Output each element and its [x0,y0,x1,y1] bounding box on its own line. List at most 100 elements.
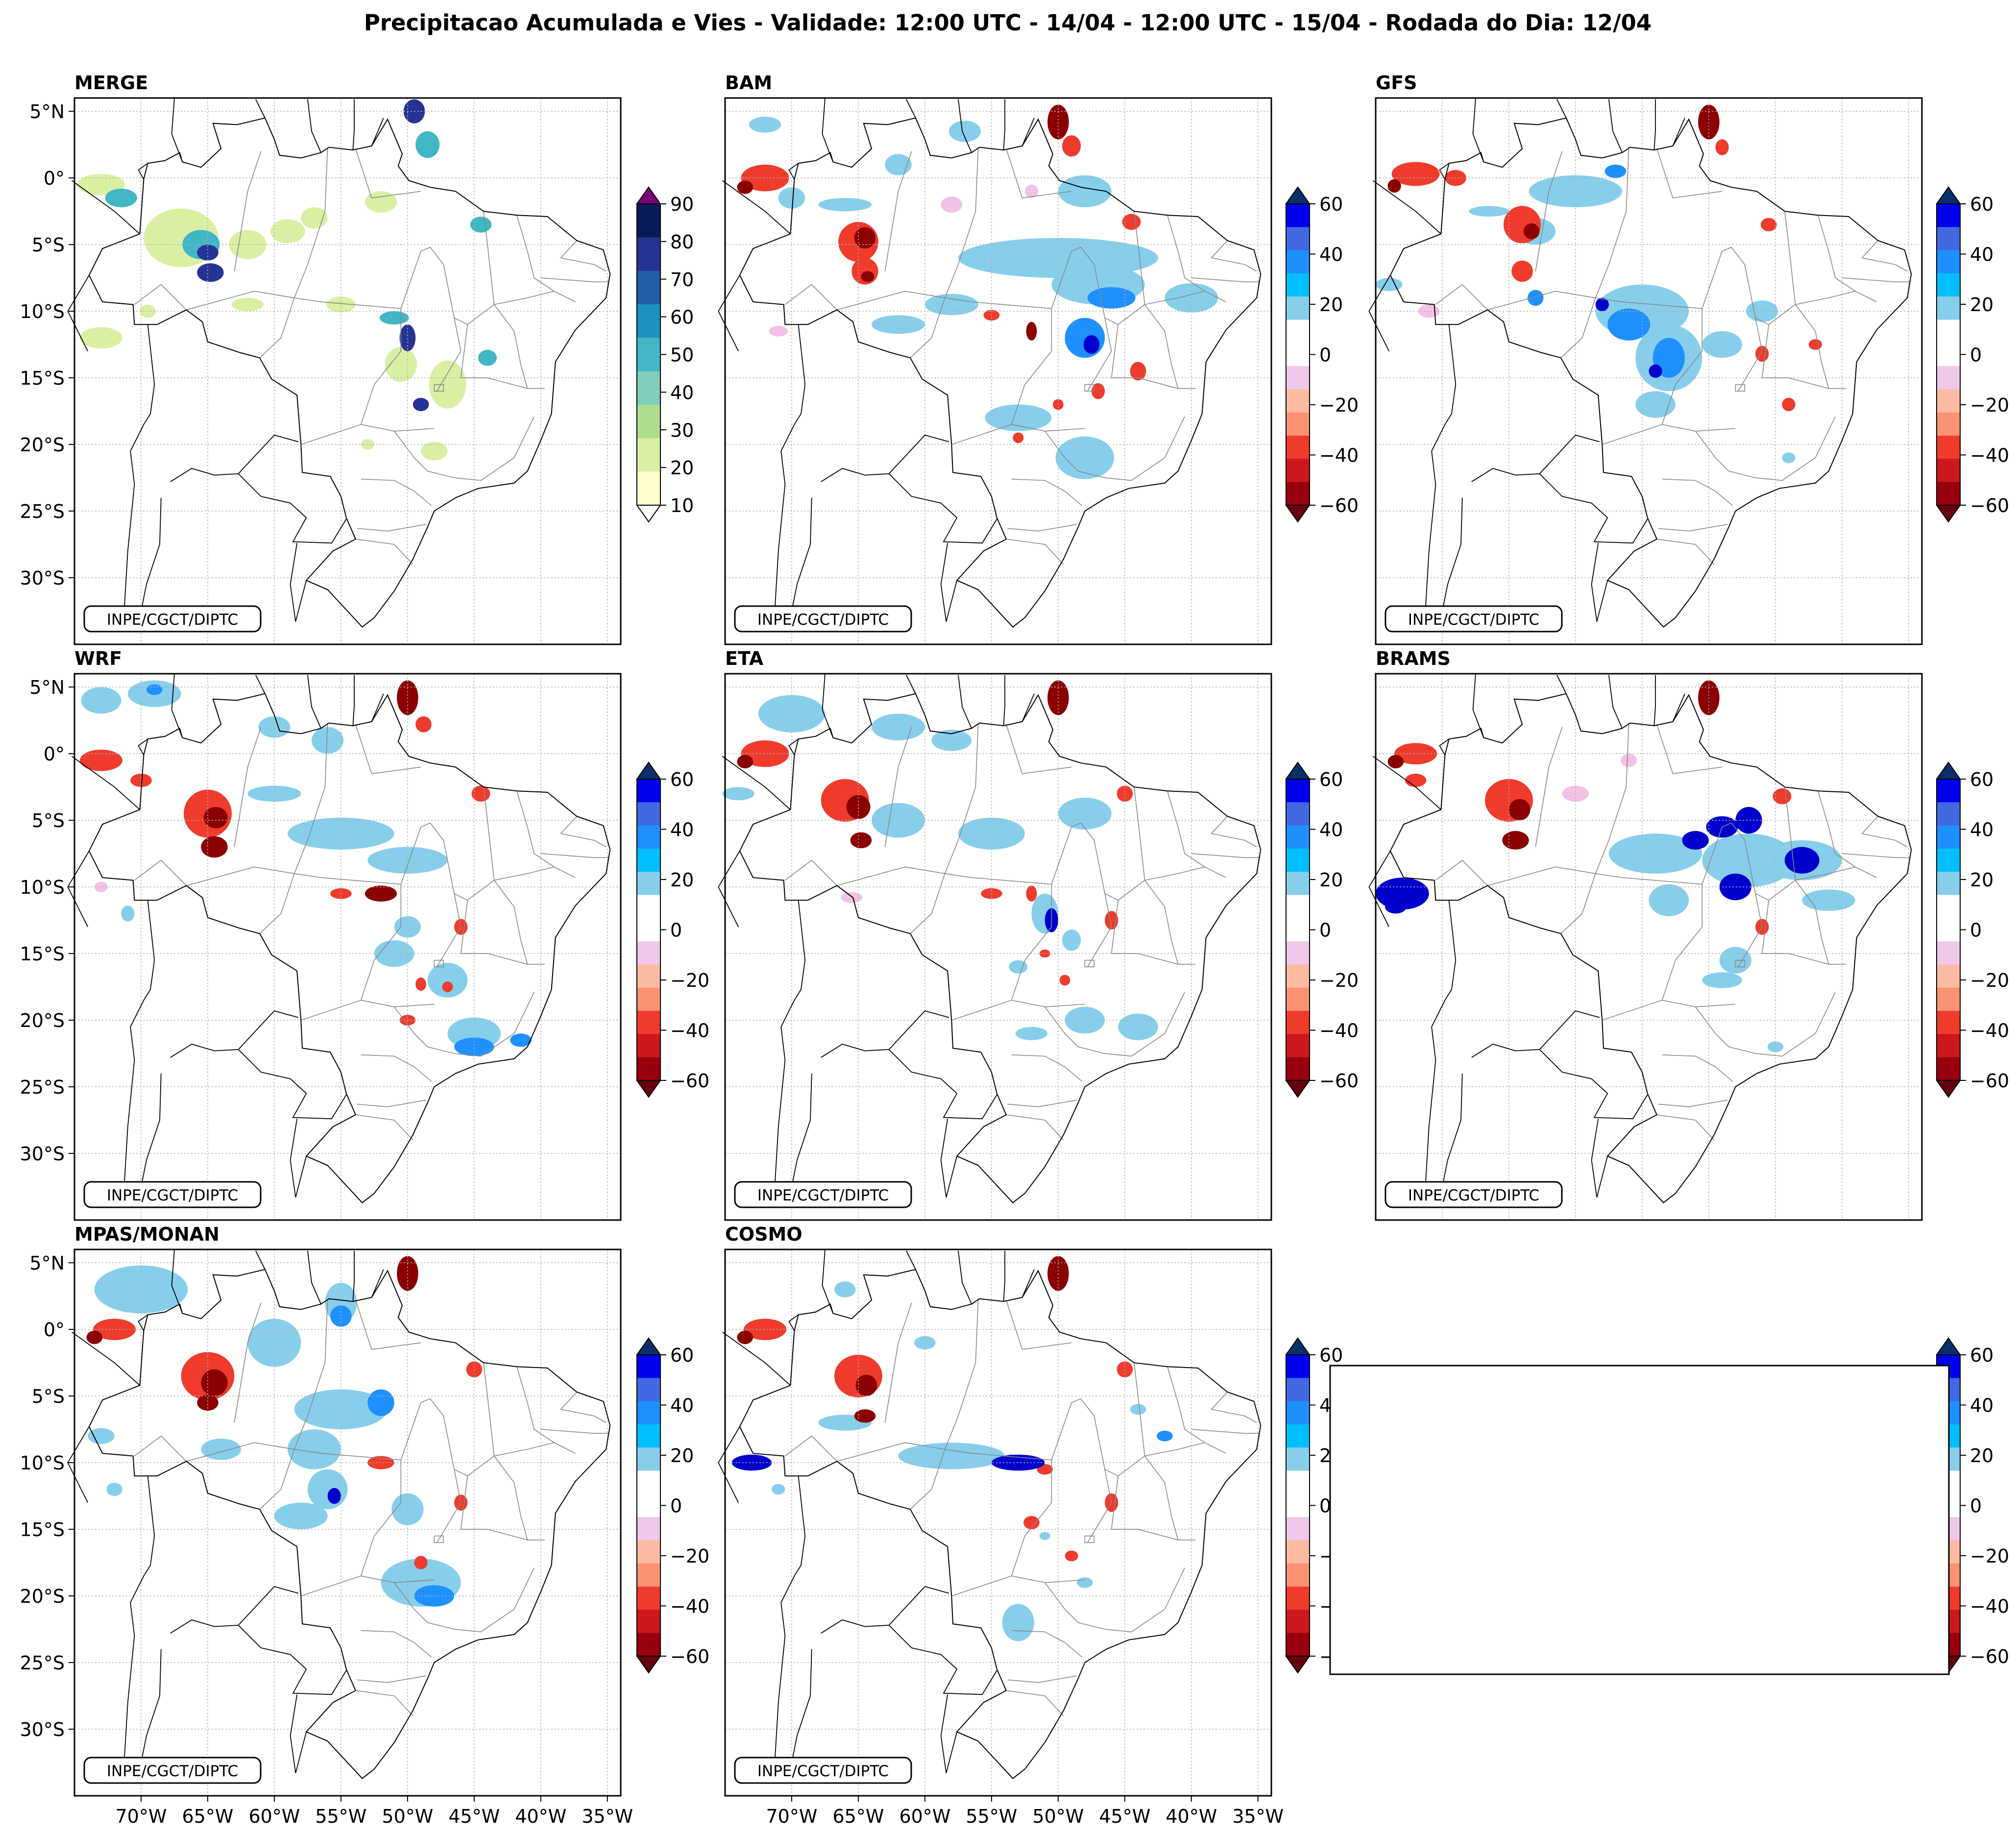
precip-blob [1682,831,1709,850]
colorbar-segment [1286,941,1310,965]
colorbar-segment [1286,1424,1310,1448]
precip-blob [731,1454,772,1471]
colorbar-segment [637,918,660,942]
lon-tick-label: 35°W [582,1806,633,1827]
colorbar-segment [1286,319,1310,343]
precip-blob [1405,774,1427,787]
country-border [170,434,299,482]
country-border [1471,434,1600,482]
state-border [1487,291,1596,358]
country-border [1021,1269,1035,1298]
colorbar-1: 60 40 20 0 −20 −40 −60 [1285,186,1359,523]
colorbar-segment [637,1355,660,1378]
precip-blob [81,687,121,714]
colorbar-segment [637,371,660,405]
precip-blob [471,785,490,802]
country-border [794,1476,806,1576]
lon-tick-label: 40°W [515,1806,566,1827]
state-border [394,416,534,481]
colorbar-2: 60 40 20 0 −20 −40 −60 [1936,186,2009,523]
state-border [945,873,1052,885]
colorbar-tick-label: −20 [1319,970,1359,991]
precip-blob [1385,900,1407,914]
credit-label: INPE/CGCT/DIPTC [757,611,889,629]
precip-blob [948,121,981,142]
colorbar-segment [637,237,660,271]
precip-blob [1387,179,1401,193]
country-border [722,1331,791,1386]
map-background [74,98,621,644]
colorbar-segment [1286,1447,1310,1471]
precip-blob [898,1443,1005,1469]
precip-blob [361,439,374,450]
state-border [234,727,262,847]
state-border [944,723,979,874]
credit-box [83,1181,262,1208]
country-border [794,900,806,1001]
lon-tick-label: 60°W [899,1806,950,1827]
precip-blob [201,1439,241,1460]
country-border [888,1625,997,1695]
colorbar-tick-label: 0 [670,1495,682,1517]
precip-blob [854,1409,876,1423]
country-border [958,99,972,153]
precip-blob [931,730,972,751]
state-border [1006,724,1072,774]
map-frame [1375,97,1923,645]
map-background [725,674,1271,1220]
country-border [888,473,997,544]
colorbar-segment [1286,1034,1310,1058]
state-border [1658,524,1728,532]
state-border [493,304,528,389]
state-border [1595,297,1702,309]
precip-blob [88,1428,115,1444]
state-border [1051,246,1112,391]
state-border [1044,1567,1185,1633]
precip-blob [1702,331,1742,358]
colorbar-tick-label: 60 [1970,194,1993,215]
map-frame [724,97,1272,645]
colorbar-tick-label: 20 [1319,294,1343,316]
country-border [1440,1073,1463,1194]
state-border [945,1449,1052,1461]
precip-blob [1059,975,1070,986]
precip-blob [1784,847,1820,874]
precip-blob [1469,206,1509,217]
state-border [1134,1363,1145,1456]
country-border [1424,424,1446,618]
colorbar-tick-label: 0 [670,920,682,941]
state-border [361,1054,432,1082]
country-border [67,851,90,928]
precip-blob [146,684,163,695]
precip-blob [1808,339,1822,350]
country-border [718,275,740,352]
precip-blob [1649,364,1662,378]
state-border [400,1398,461,1543]
state-border [1167,791,1205,867]
state-border [1735,384,1746,392]
precip-blob [1009,960,1028,974]
state-border [1595,723,1629,874]
colorbar-tick-label: 40 [1970,1395,1993,1417]
map-background [1376,674,1922,1220]
precip-blob [1077,1577,1093,1588]
map-frame [73,673,622,1221]
precip-blob [741,165,789,192]
country-border [352,1250,355,1302]
lat-tick-label: 20°S [20,1586,65,1607]
map-background [725,98,1271,644]
precip-blob [1511,260,1533,282]
precip-blob [1649,884,1689,916]
credit-box [1384,1181,1563,1208]
precip-blob [414,1556,428,1569]
colorbar-segment [1937,1011,1960,1034]
state-border [1051,822,1112,967]
precip-blob [1391,162,1440,186]
country-border [123,1575,145,1769]
state-border [1535,727,1563,847]
state-border [516,1367,555,1443]
state-border [784,859,837,886]
precip-blob [415,131,440,158]
state-border [1755,866,1877,901]
precip-blob [413,397,429,412]
